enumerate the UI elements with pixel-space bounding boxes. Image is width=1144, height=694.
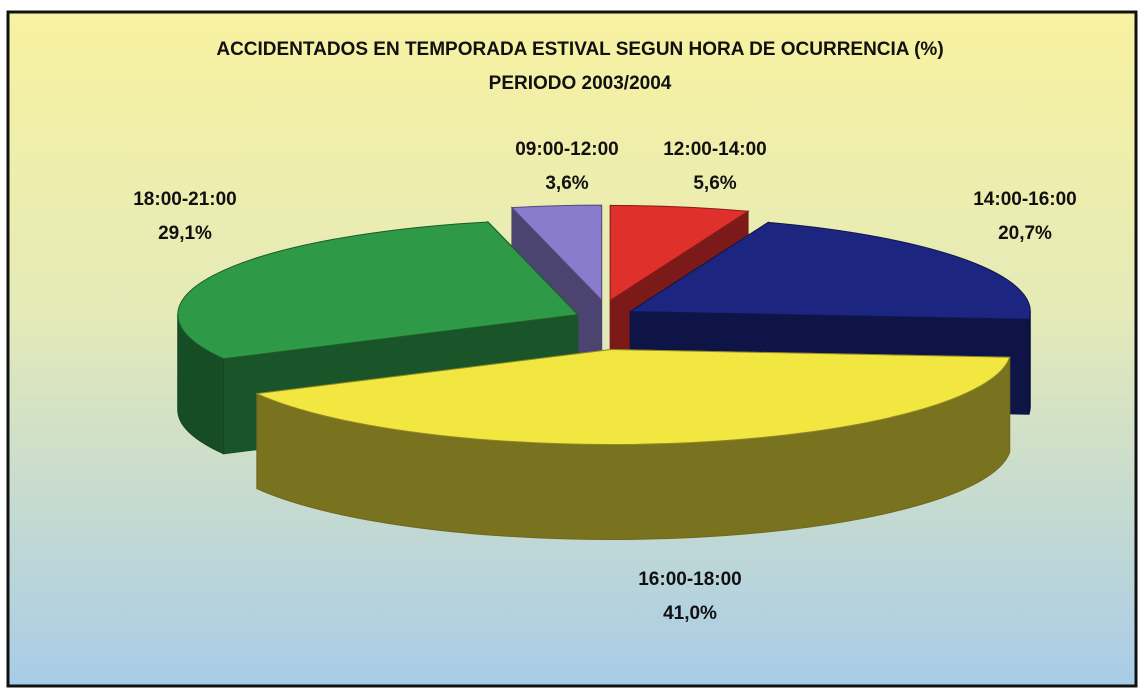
slice-group	[255, 348, 1011, 540]
slice-label: 14:00-16:00	[973, 189, 1077, 210]
value-label: 5,6%	[693, 173, 736, 194]
slice	[628, 221, 1031, 320]
slice-label: 18:00-21:00	[133, 189, 237, 210]
slice-label: 09:00-12:00	[515, 139, 619, 160]
slice-side	[1028, 311, 1031, 415]
value-label: 20,7%	[998, 223, 1052, 244]
slice	[510, 204, 603, 302]
slice	[177, 221, 579, 360]
chart-subtitle: PERIODO 2003/2004	[489, 73, 672, 94]
slice	[609, 204, 750, 302]
chart-title: ACCIDENTADOS EN TEMPORADA ESTIVAL SEGUN …	[216, 39, 943, 60]
slice-label: 16:00-18:00	[638, 569, 742, 590]
value-label: 29,1%	[158, 223, 212, 244]
value-label: 3,6%	[545, 173, 588, 194]
slice-label: 12:00-14:00	[663, 139, 767, 160]
slice	[255, 348, 1011, 445]
value-label: 41,0%	[663, 603, 717, 624]
